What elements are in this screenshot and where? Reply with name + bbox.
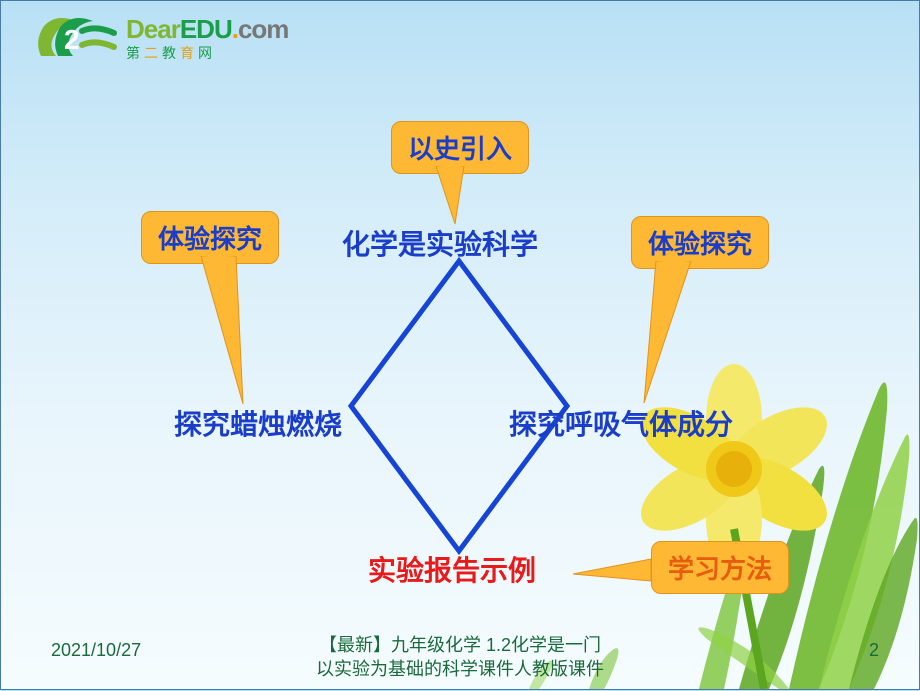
bubble-explore-right-label: 体验探究 [648,229,752,259]
node-lab-report-example: 实验报告示例 [368,549,536,589]
bubble-study-method-tail [571,556,653,584]
footer-page-number: 2 [869,640,879,661]
bubble-study-method: 学习方法 [651,541,789,594]
bubble-study-method-label: 学习方法 [668,554,772,584]
bubble-explore-left-tail [191,256,251,406]
bubble-explore-right-tail [641,261,696,406]
node-chemistry-experimental-science: 化学是实验科学 [342,223,538,263]
node-breathing-gas: 探究呼吸气体成分 [509,403,733,443]
footer-title: 【最新】九年级化学 1.2化学是一门以实验为基础的科学课件人教版课件 [310,634,610,681]
bubble-history-tail [433,166,467,226]
bubble-history-intro-label: 以史引入 [408,134,512,164]
node-candle-burning: 探究蜡烛燃烧 [174,403,342,443]
concept-diagram: 以史引入 化学是实验科学 体验探究 体验探究 探究蜡烛燃烧 探究呼吸气体成分 实… [1,1,919,689]
footer-date: 2021/10/27 [51,640,141,661]
bubble-explore-left-label: 体验探究 [158,224,262,254]
